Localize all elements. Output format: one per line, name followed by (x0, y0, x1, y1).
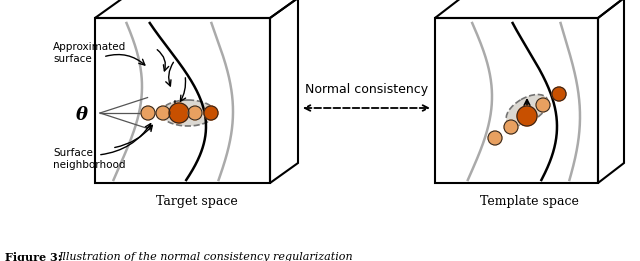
Circle shape (188, 106, 202, 120)
Ellipse shape (506, 94, 548, 126)
Circle shape (488, 131, 502, 145)
Circle shape (504, 120, 518, 134)
Circle shape (204, 106, 218, 120)
Circle shape (169, 103, 189, 123)
Text: Approximated
surface: Approximated surface (53, 42, 126, 64)
Text: Normal consistency: Normal consistency (305, 83, 428, 96)
Circle shape (536, 98, 550, 112)
Text: Template space: Template space (480, 195, 579, 208)
Circle shape (552, 87, 566, 101)
Text: θ: θ (76, 106, 88, 124)
Text: Illustration of the normal consistency regularization: Illustration of the normal consistency r… (58, 252, 353, 261)
Ellipse shape (161, 100, 215, 126)
Text: Surface
neighborhood: Surface neighborhood (53, 148, 125, 170)
Circle shape (141, 106, 155, 120)
Circle shape (517, 106, 537, 126)
Circle shape (156, 106, 170, 120)
Text: Target space: Target space (156, 195, 237, 208)
Text: Figure 3:: Figure 3: (5, 252, 66, 261)
